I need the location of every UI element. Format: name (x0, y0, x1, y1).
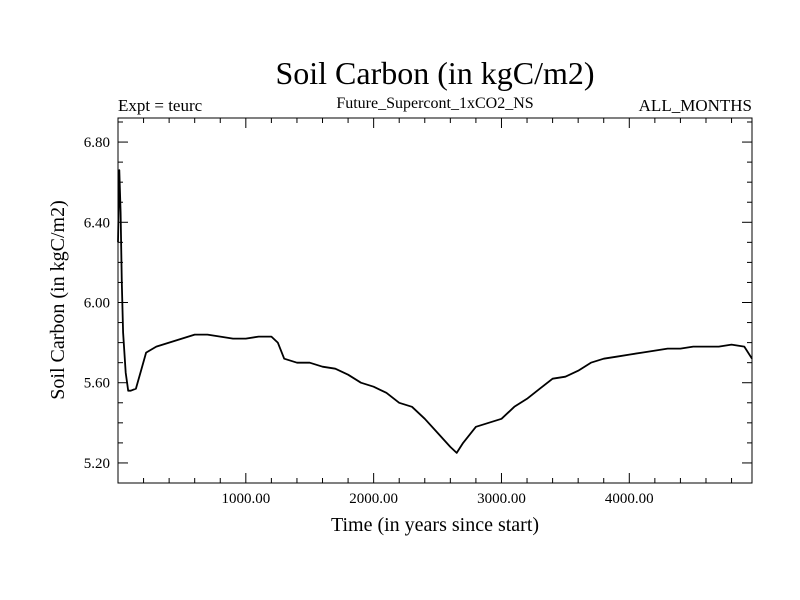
x-tick-label: 4000.00 (605, 491, 654, 507)
y-tick-label: 5.20 (84, 456, 110, 472)
y-tick-label: 6.40 (84, 215, 110, 231)
series-layer (117, 169, 753, 454)
y-tick-label: 6.00 (84, 296, 110, 312)
header-labels: Soil Carbon (in kgC/m2) Expt = teurc Fut… (118, 55, 752, 115)
experiment-name: Future_Supercont_1xCO2_NS (336, 95, 533, 112)
experiment-label: Expt = teurc (118, 96, 203, 115)
x-tick-label: 2000.00 (349, 491, 398, 507)
x-axis-label: Time (in years since start) (331, 514, 539, 536)
y-axis-label: Soil Carbon (in kgC/m2) (47, 200, 69, 399)
axis-tick-labels: 1000.00 2000.00 3000.00 4000.00 5.20 5.60 6.00… (84, 135, 654, 507)
y-tick-label: 5.60 (84, 376, 110, 392)
plot-frame (117, 117, 753, 484)
y-tick-label: 6.80 (84, 135, 110, 151)
soil-carbon-series-line (117, 169, 753, 454)
x-tick-label: 1000.00 (221, 491, 270, 507)
x-tick-label: 3000.00 (477, 491, 526, 507)
chart-title: Soil Carbon (in kgC/m2) (275, 55, 594, 91)
months-label: ALL_MONTHS (639, 96, 752, 115)
axis-ticks (118, 118, 752, 483)
